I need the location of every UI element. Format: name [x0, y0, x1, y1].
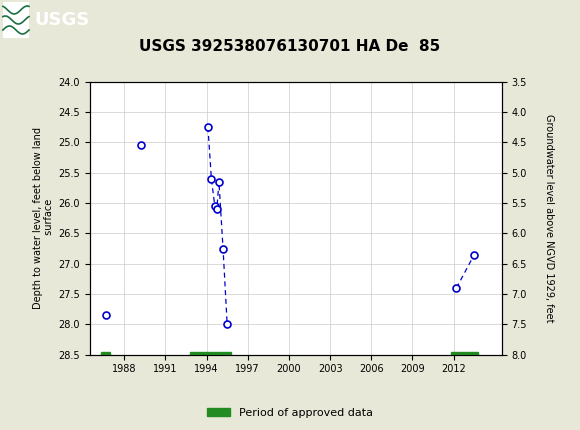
Legend: Period of approved data: Period of approved data [203, 403, 377, 422]
Bar [451, 352, 478, 357]
Y-axis label: Groundwater level above NGVD 1929, feet: Groundwater level above NGVD 1929, feet [543, 114, 553, 322]
FancyBboxPatch shape [3, 2, 29, 38]
Text: USGS: USGS [35, 11, 90, 29]
Text: USGS 392538076130701 HA De  85: USGS 392538076130701 HA De 85 [139, 39, 441, 54]
Y-axis label: Depth to water level, feet below land
 surface: Depth to water level, feet below land su… [32, 127, 55, 309]
Bar [190, 352, 231, 357]
Bar [101, 352, 110, 357]
